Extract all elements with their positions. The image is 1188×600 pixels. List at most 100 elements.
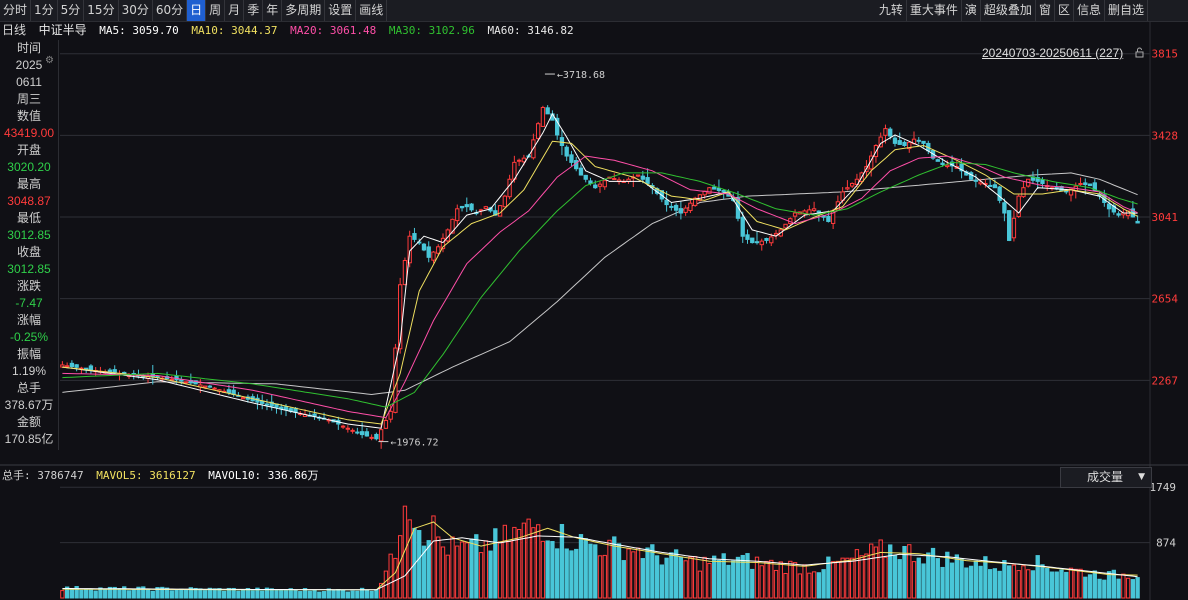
period-tab-12[interactable]: 设置 [325, 0, 357, 21]
candle-body-216 [1087, 183, 1093, 187]
volume-bar-73 [407, 519, 412, 599]
volume-bar-223 [1121, 573, 1126, 599]
period-tab-1[interactable]: 1分 [31, 0, 58, 21]
volume-bar-206 [1040, 564, 1045, 599]
volume-bar-133 [692, 556, 698, 599]
price-tick-label-1: 2654 [1152, 293, 1179, 306]
candle-body-113 [597, 183, 603, 187]
volume-bar-163 [835, 560, 841, 599]
volume-bar-80 [440, 546, 446, 599]
volume-bar-115 [607, 539, 612, 599]
ma5-line [62, 112, 1138, 429]
volume-bar-196 [992, 568, 998, 599]
candle-body-161 [826, 215, 831, 222]
candle-body-60 [345, 427, 351, 430]
volume-bar-65 [369, 590, 374, 599]
volume-bar-7 [93, 590, 98, 599]
volume-bar-168 [859, 555, 864, 599]
ma60-line [62, 172, 1138, 396]
volume-bar-79 [436, 536, 441, 599]
period-tab-4[interactable]: 30分 [119, 0, 153, 21]
ma10-value: MA10: 3044.37 [191, 24, 278, 37]
period-tab-7[interactable]: 周 [206, 0, 226, 21]
period-tab-3[interactable]: 15分 [84, 0, 119, 21]
toolbar-item-5[interactable]: 区 [1055, 0, 1074, 21]
toolbar-item-2[interactable]: 演 [962, 0, 981, 21]
date-range-label[interactable]: 20240703-20250611 (227) [982, 46, 1124, 60]
candle-body-154 [792, 212, 798, 217]
volume-bar-89 [483, 540, 488, 599]
candle-body-77 [426, 246, 431, 258]
toolbar-item-7[interactable]: 删自选 [1105, 0, 1148, 21]
period-tab-11[interactable]: 多周期 [282, 0, 326, 21]
volume-bar-15 [131, 588, 136, 599]
volume-bar-176 [897, 559, 902, 599]
volume-bar-60 [345, 591, 351, 599]
candle-body-149 [769, 236, 774, 244]
volume-bar-67 [378, 582, 384, 599]
candle-body-128 [669, 205, 674, 208]
toolbar-item-3[interactable]: 超级叠加 [981, 0, 1036, 21]
candle-body-139 [721, 190, 726, 193]
volume-bar-32 [212, 588, 217, 599]
volume-bar-86 [469, 538, 474, 599]
toolbar-item-6[interactable]: 信息 [1074, 0, 1105, 21]
side-panel-item-15: -7.47 [15, 296, 43, 310]
period-tab-6[interactable]: 日 [187, 0, 207, 21]
volume-bars[interactable] [60, 505, 1140, 599]
lock-icon[interactable] [1135, 47, 1144, 58]
candle-body-181 [921, 140, 926, 144]
volume-bar-125 [654, 555, 660, 599]
candle-body-176 [897, 140, 902, 145]
candle-body-68 [383, 420, 389, 429]
price-tick-label-2: 3041 [1152, 211, 1179, 224]
volume-bar-179 [911, 561, 917, 599]
period-tab-0[interactable]: 分时 [0, 0, 32, 21]
volume-bar-70 [393, 557, 398, 599]
volume-bar-22 [164, 587, 170, 599]
candle-body-80 [440, 237, 446, 250]
candle-body-146 [754, 241, 760, 244]
candle-body-220 [1106, 203, 1112, 210]
period-tab-5[interactable]: 60分 [153, 0, 188, 21]
volume-bar-136 [707, 563, 712, 599]
side-panel-item-13: 3012.85 [7, 262, 51, 276]
volume-bar-173 [883, 556, 888, 599]
period-tab-2[interactable]: 5分 [58, 0, 85, 21]
period-tab-8[interactable]: 月 [225, 0, 245, 21]
candle-body-59 [340, 425, 346, 428]
volume-bar-57 [331, 589, 336, 599]
period-tab-9[interactable]: 季 [244, 0, 264, 21]
toolbar-item-0[interactable]: 九转 [876, 0, 907, 21]
volume-bar-53 [312, 589, 317, 599]
volume-bar-81 [445, 554, 450, 599]
volume-bar-76 [421, 545, 427, 599]
volume-bar-84 [459, 541, 465, 599]
side-panel-item-16: 涨幅 [16, 313, 41, 327]
candle-body-62 [355, 431, 360, 434]
volume-bar-169 [864, 553, 869, 599]
candle-body-97 [521, 157, 527, 163]
volume-bar-178 [907, 544, 912, 599]
toolbar-item-4[interactable]: 窗 [1036, 0, 1055, 21]
chevron-down-icon: ▼ [1138, 472, 1145, 482]
candle-body-109 [578, 167, 584, 176]
period-tab-13[interactable]: 画线 [356, 0, 388, 21]
volume-bar-38 [241, 589, 246, 599]
mavol10-value: MAVOL10: 336.86万 [208, 469, 319, 482]
period-tab-10[interactable]: 年 [263, 0, 283, 21]
volume-bar-105 [559, 523, 565, 599]
indicator-dropdown[interactable]: 成交量 ▼ [1060, 467, 1152, 488]
candle-body-129 [673, 204, 679, 211]
volume-bar-113 [597, 555, 603, 599]
toolbar-item-1[interactable]: 重大事件 [907, 0, 962, 21]
candle-body-186 [945, 164, 950, 168]
candle-body-35 [226, 389, 232, 394]
side-panel-item-7: 3020.20 [7, 160, 51, 174]
volume-bar-177 [902, 545, 907, 599]
gear-icon[interactable]: ⚙ [45, 55, 54, 66]
volume-bar-214 [1078, 568, 1083, 599]
candle-body-2 [69, 362, 75, 368]
volume-bar-3 [74, 586, 79, 599]
